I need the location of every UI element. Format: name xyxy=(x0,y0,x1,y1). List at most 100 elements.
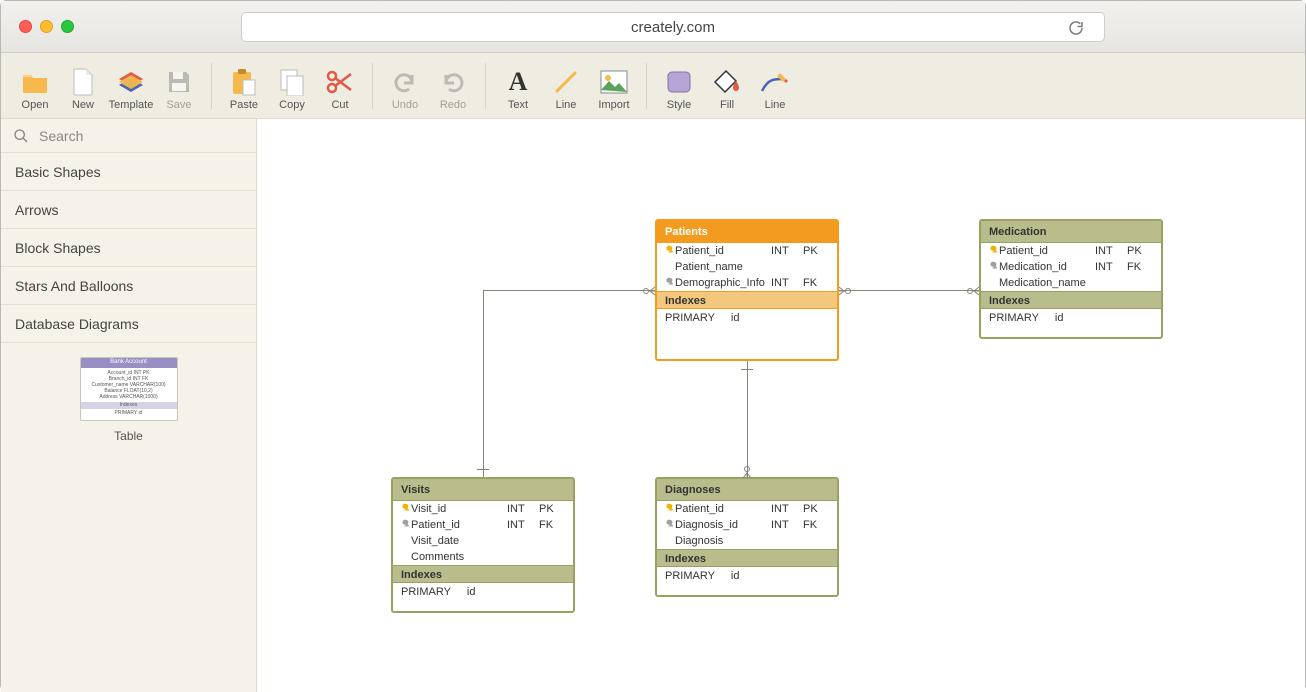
workspace: Search Basic Shapes Arrows Block Shapes … xyxy=(1,119,1305,692)
entity-index-header: Indexes xyxy=(393,565,573,583)
primary-key-icon xyxy=(400,503,410,516)
crowfoot-icon xyxy=(643,284,655,296)
sidebar: Search Basic Shapes Arrows Block Shapes … xyxy=(1,119,257,692)
sidebar-cat-block-shapes[interactable]: Block Shapes xyxy=(1,229,256,267)
entity-index-row: PRIMARYid xyxy=(393,583,573,601)
sidebar-cat-basic-shapes[interactable]: Basic Shapes xyxy=(1,153,256,191)
reload-button[interactable] xyxy=(1067,19,1085,37)
style-label: Style xyxy=(655,99,703,111)
template-label: Template xyxy=(107,99,155,111)
sidebar-cat-database[interactable]: Database Diagrams xyxy=(1,305,256,343)
undo-button[interactable]: Undo xyxy=(381,61,429,111)
import-button[interactable]: Import xyxy=(590,61,638,111)
image-icon xyxy=(590,65,638,99)
toolbar-separator xyxy=(485,63,486,109)
minimize-window-button[interactable] xyxy=(40,20,53,33)
entity-title: Medication xyxy=(981,221,1161,243)
paint-bucket-icon xyxy=(703,65,751,99)
close-window-button[interactable] xyxy=(19,20,32,33)
template-button[interactable]: Template xyxy=(107,61,155,111)
copy-icon xyxy=(268,65,316,99)
connector-segment xyxy=(839,290,979,291)
line2-label: Line xyxy=(751,99,799,111)
text-label: Text xyxy=(494,99,542,111)
entity-index-row: PRIMARYid xyxy=(657,309,837,327)
text-tool-button[interactable]: A Text xyxy=(494,61,542,111)
redo-button[interactable]: Redo xyxy=(429,61,477,111)
toolbar-separator xyxy=(646,63,647,109)
sidebar-cat-stars-balloons[interactable]: Stars And Balloons xyxy=(1,267,256,305)
sidebar-cat-arrows[interactable]: Arrows xyxy=(1,191,256,229)
one-mark xyxy=(741,369,753,370)
entity-field: Patient_idINTFK xyxy=(393,517,573,533)
primary-key-icon xyxy=(664,503,674,516)
entity-index-header: Indexes xyxy=(657,549,837,567)
entity-title: Visits xyxy=(393,479,573,501)
entity-field: Diagnosis_idINTFK xyxy=(657,517,837,533)
style-swatch-icon xyxy=(655,65,703,99)
entity-field: Medication_idINTFK xyxy=(981,259,1161,275)
entity-field: Diagnosis xyxy=(657,533,837,549)
entity-field: Medication_name xyxy=(981,275,1161,291)
zoom-window-button[interactable] xyxy=(61,20,74,33)
redo-label: Redo xyxy=(429,99,477,111)
line-style-button[interactable]: Line xyxy=(751,61,799,111)
foreign-key-icon xyxy=(988,261,998,274)
entity-diagnoses[interactable]: DiagnosesPatient_idINTPKDiagnosis_idINTF… xyxy=(655,477,839,597)
open-label: Open xyxy=(11,99,59,111)
style-button[interactable]: Style xyxy=(655,61,703,111)
copy-button[interactable]: Copy xyxy=(268,61,316,111)
fill-button[interactable]: Fill xyxy=(703,61,751,111)
toolbar-separator xyxy=(372,63,373,109)
new-label: New xyxy=(59,99,107,111)
save-icon xyxy=(155,65,203,99)
primary-key-icon xyxy=(988,245,998,258)
entity-visits[interactable]: VisitsVisit_idINTPKPatient_idINTFKVisit_… xyxy=(391,477,575,613)
entity-index-header: Indexes xyxy=(657,291,837,309)
save-label: Save xyxy=(155,99,203,111)
address-bar[interactable]: creately.com xyxy=(241,12,1105,42)
entity-index-row: PRIMARYid xyxy=(981,309,1161,327)
cut-label: Cut xyxy=(316,99,364,111)
entity-index-header: Indexes xyxy=(981,291,1161,309)
one-mark xyxy=(477,469,489,470)
entity-field: Patient_idINTPK xyxy=(657,501,837,517)
import-label: Import xyxy=(590,99,638,111)
cut-button[interactable]: Cut xyxy=(316,61,364,111)
foreign-key-icon xyxy=(664,277,674,290)
entity-patients[interactable]: PatientsPatient_idINTPKPatient_nameDemog… xyxy=(655,219,839,361)
search-placeholder: Search xyxy=(39,128,83,144)
entity-field: Visit_idINTPK xyxy=(393,501,573,517)
open-button[interactable]: Open xyxy=(11,61,59,111)
paste-icon xyxy=(220,65,268,99)
entity-title: Diagnoses xyxy=(657,479,837,501)
entity-medication[interactable]: MedicationPatient_idINTPKMedication_idIN… xyxy=(979,219,1163,339)
address-bar-url: creately.com xyxy=(631,19,715,36)
connector-segment xyxy=(483,290,655,291)
new-button[interactable]: New xyxy=(59,61,107,111)
canvas[interactable]: PatientsPatient_idINTPKPatient_nameDemog… xyxy=(257,119,1305,692)
entity-title: Patients xyxy=(657,221,837,243)
line-tool-button[interactable]: Line xyxy=(542,61,590,111)
primary-key-icon xyxy=(664,245,674,258)
save-button[interactable]: Save xyxy=(155,61,203,111)
shape-thumbnail[interactable]: Bank Account Account_id INT PK Branch_id… xyxy=(1,343,256,457)
crowfoot-icon xyxy=(741,465,753,477)
titlebar: creately.com xyxy=(1,1,1305,53)
foreign-key-icon xyxy=(664,519,674,532)
line-icon xyxy=(542,65,590,99)
fill-label: Fill xyxy=(703,99,751,111)
line-label: Line xyxy=(542,99,590,111)
connector-segment xyxy=(483,290,484,477)
redo-icon xyxy=(429,65,477,99)
entity-field: Patient_name xyxy=(657,259,837,275)
connector-segment xyxy=(747,361,748,477)
search-icon xyxy=(13,128,29,144)
entity-field: Patient_idINTPK xyxy=(981,243,1161,259)
toolbar: Open New Template Save Paste Copy Cut Un… xyxy=(1,53,1305,119)
text-icon: A xyxy=(494,65,542,99)
shape-search[interactable]: Search xyxy=(1,119,256,153)
paste-button[interactable]: Paste xyxy=(220,61,268,111)
entity-field: Visit_date xyxy=(393,533,573,549)
undo-icon xyxy=(381,65,429,99)
